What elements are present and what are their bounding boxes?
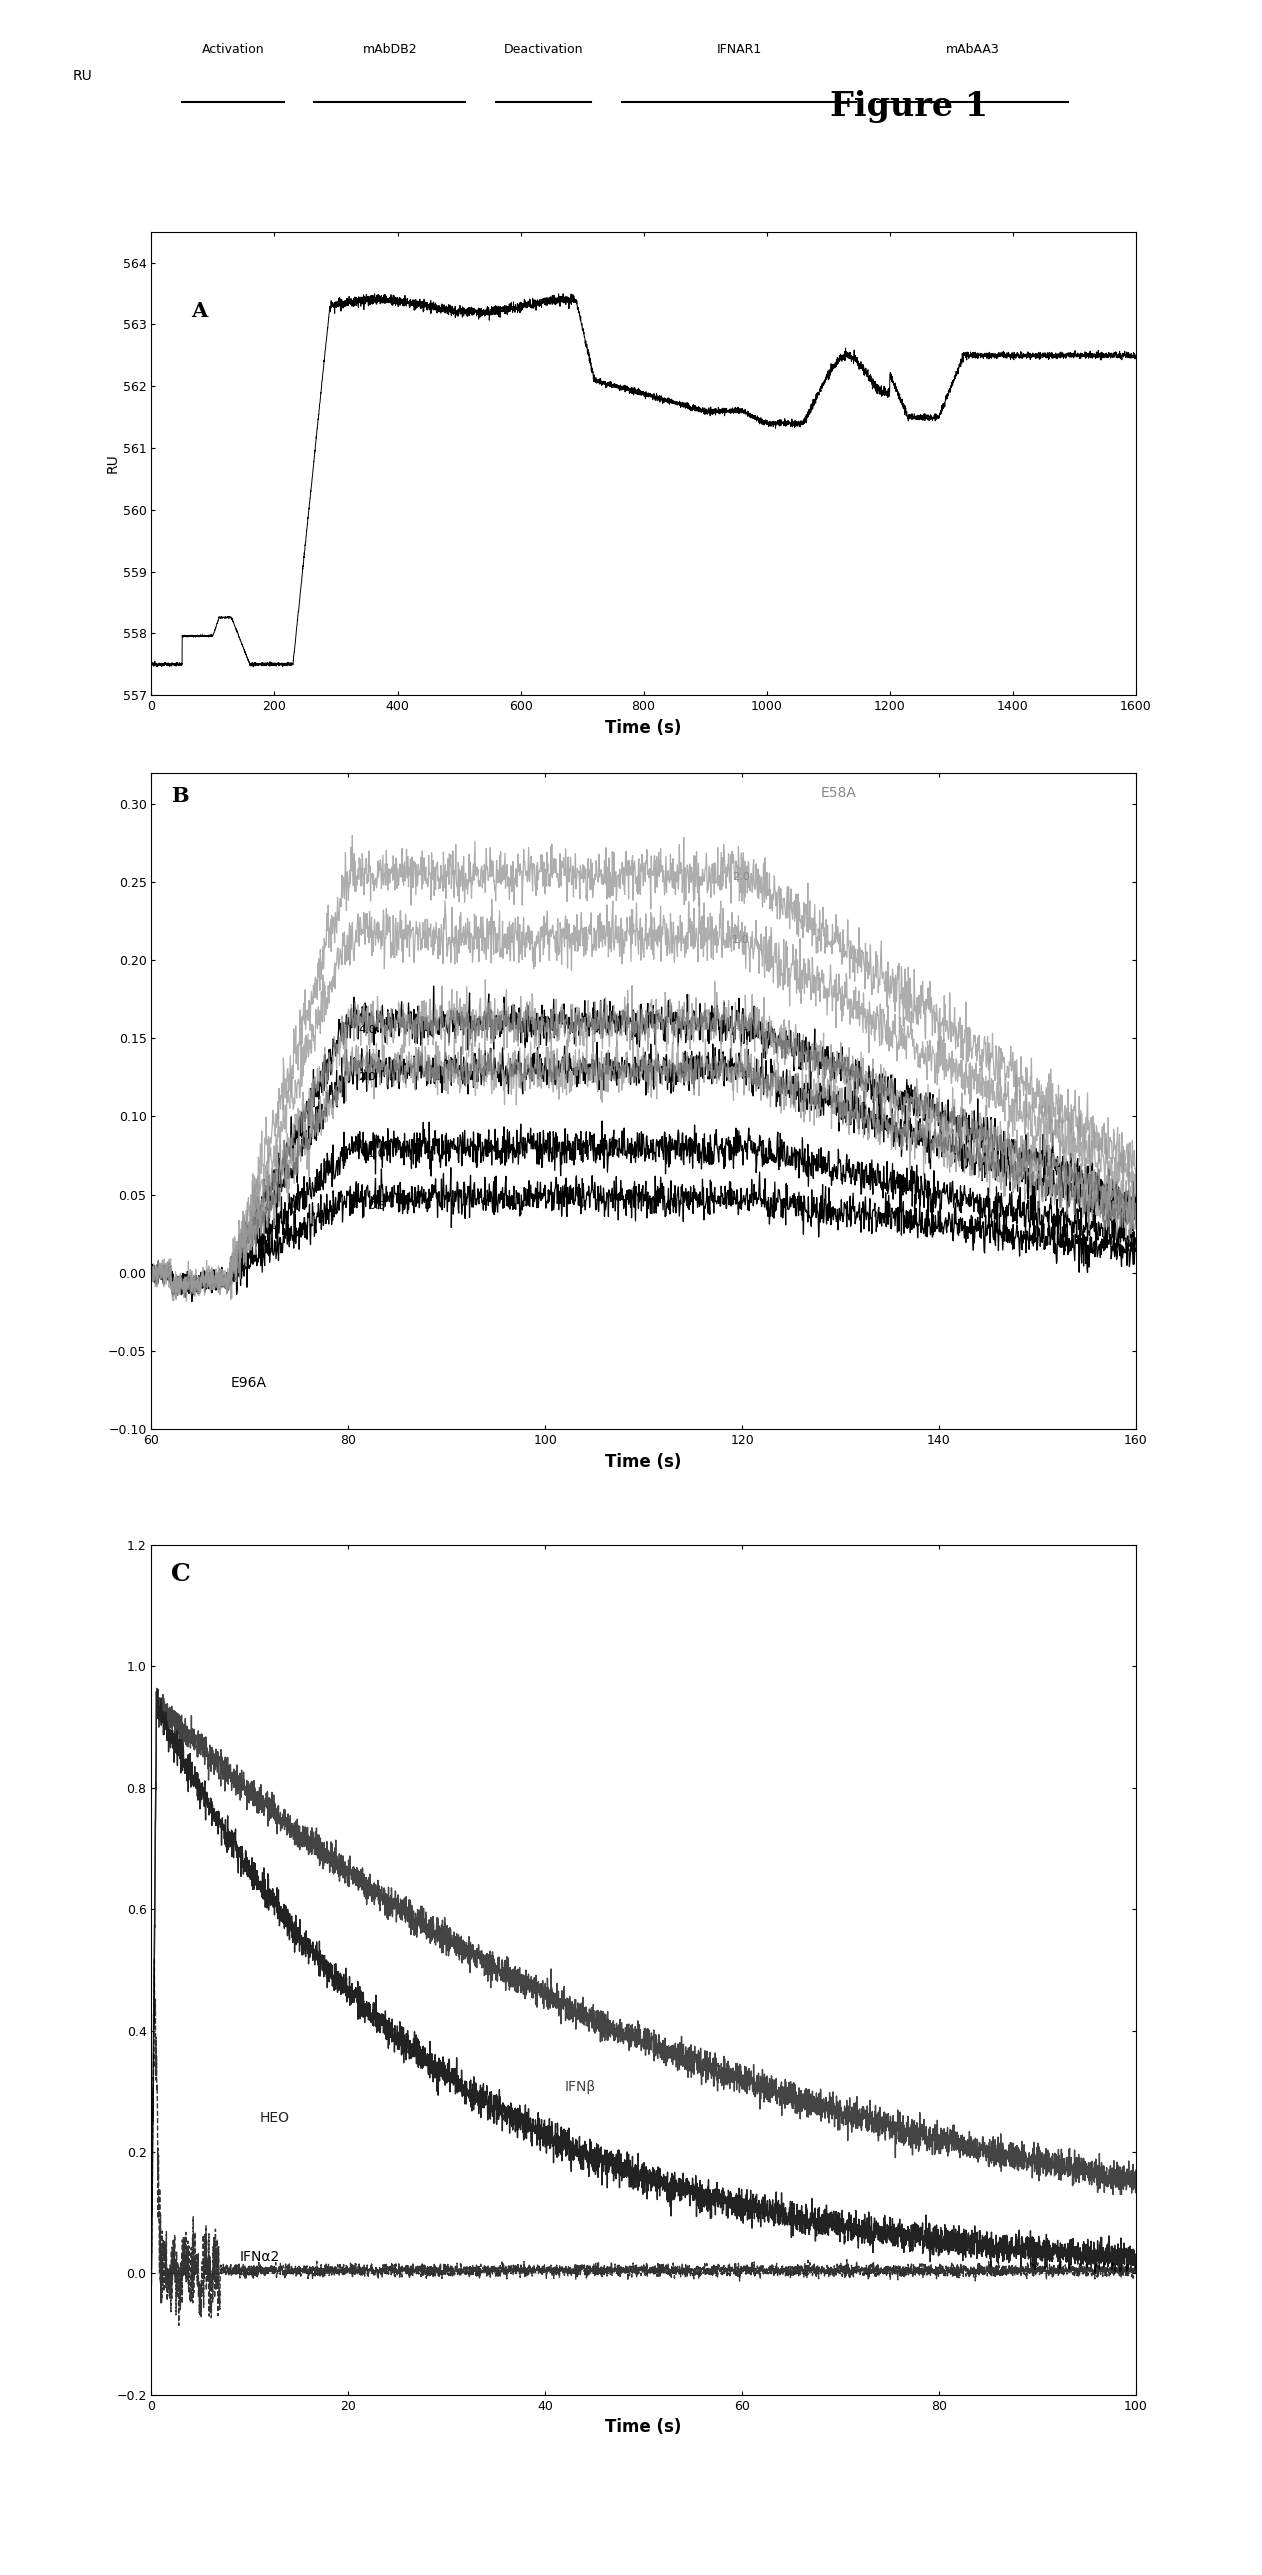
Text: E58A: E58A bbox=[820, 785, 857, 801]
Text: 0.5: 0.5 bbox=[369, 1200, 386, 1210]
Text: HEO: HEO bbox=[260, 2112, 290, 2124]
X-axis label: Time (s): Time (s) bbox=[606, 1452, 681, 1470]
Text: Activation: Activation bbox=[202, 44, 264, 57]
Y-axis label: RU: RU bbox=[106, 453, 120, 474]
Text: IFNα2: IFNα2 bbox=[240, 2251, 280, 2263]
Text: 0.25: 0.25 bbox=[732, 1069, 757, 1079]
Text: 1.0: 1.0 bbox=[369, 1148, 386, 1159]
Text: E96A: E96A bbox=[230, 1375, 266, 1391]
Text: 2.0: 2.0 bbox=[358, 1071, 376, 1082]
Text: 0.5: 0.5 bbox=[732, 1020, 750, 1030]
Text: A: A bbox=[191, 301, 207, 322]
Text: RU: RU bbox=[73, 70, 92, 82]
Text: mAbDB2: mAbDB2 bbox=[362, 44, 418, 57]
Text: B: B bbox=[172, 785, 189, 806]
Text: 4.0: 4.0 bbox=[358, 1025, 376, 1035]
X-axis label: Time (s): Time (s) bbox=[606, 718, 681, 736]
Text: 2.0: 2.0 bbox=[732, 873, 750, 883]
Text: IFNAR1: IFNAR1 bbox=[717, 44, 761, 57]
X-axis label: Time (s): Time (s) bbox=[606, 2418, 681, 2436]
Text: IFNβ: IFNβ bbox=[565, 2081, 596, 2093]
Text: C: C bbox=[172, 1563, 191, 1586]
Text: Figure 1: Figure 1 bbox=[829, 90, 988, 124]
Text: mAbAA3: mAbAA3 bbox=[946, 44, 1000, 57]
Text: Deactivation: Deactivation bbox=[504, 44, 583, 57]
Text: 1.0: 1.0 bbox=[732, 935, 750, 945]
